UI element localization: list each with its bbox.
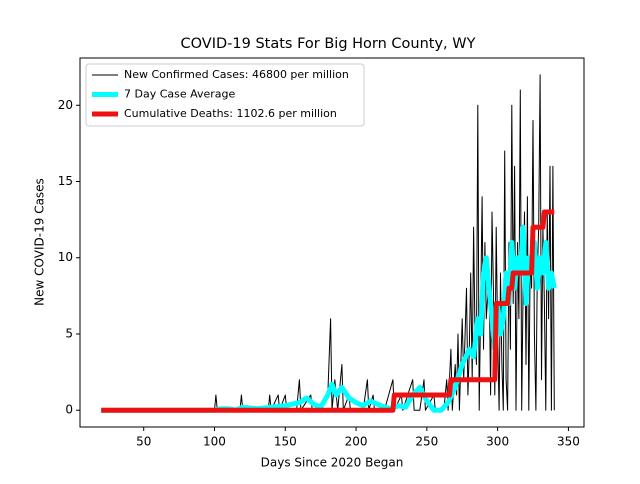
series-line [101,209,555,413]
y-tick-label: 0 [65,403,73,417]
x-tick-label: 100 [203,435,226,449]
x-tick-label: 250 [415,435,438,449]
x-tick-label: 200 [345,435,368,449]
x-tick-label: 150 [274,435,297,449]
legend-label: New Confirmed Cases: 46800 per million [124,68,349,81]
y-tick-label: 10 [58,250,73,264]
legend-box [85,63,365,127]
x-tick-label: 300 [486,435,509,449]
x-tick-label: 50 [136,435,151,449]
chart-title: COVID-19 Stats For Big Horn County, WY [181,36,476,52]
x-axis-label: Days Since 2020 Began [261,456,404,470]
plot-frame [79,57,585,428]
x-tick-label: 350 [557,435,580,449]
legend-label: Cumulative Deaths: 1102.6 per million [124,107,337,120]
y-tick-label: 15 [58,174,73,188]
y-tick-label: 5 [65,326,73,340]
legend-label: 7 Day Case Average [124,88,236,101]
y-axis-label: New COVID-19 Cases [33,178,47,306]
y-tick-label: 20 [58,98,73,112]
